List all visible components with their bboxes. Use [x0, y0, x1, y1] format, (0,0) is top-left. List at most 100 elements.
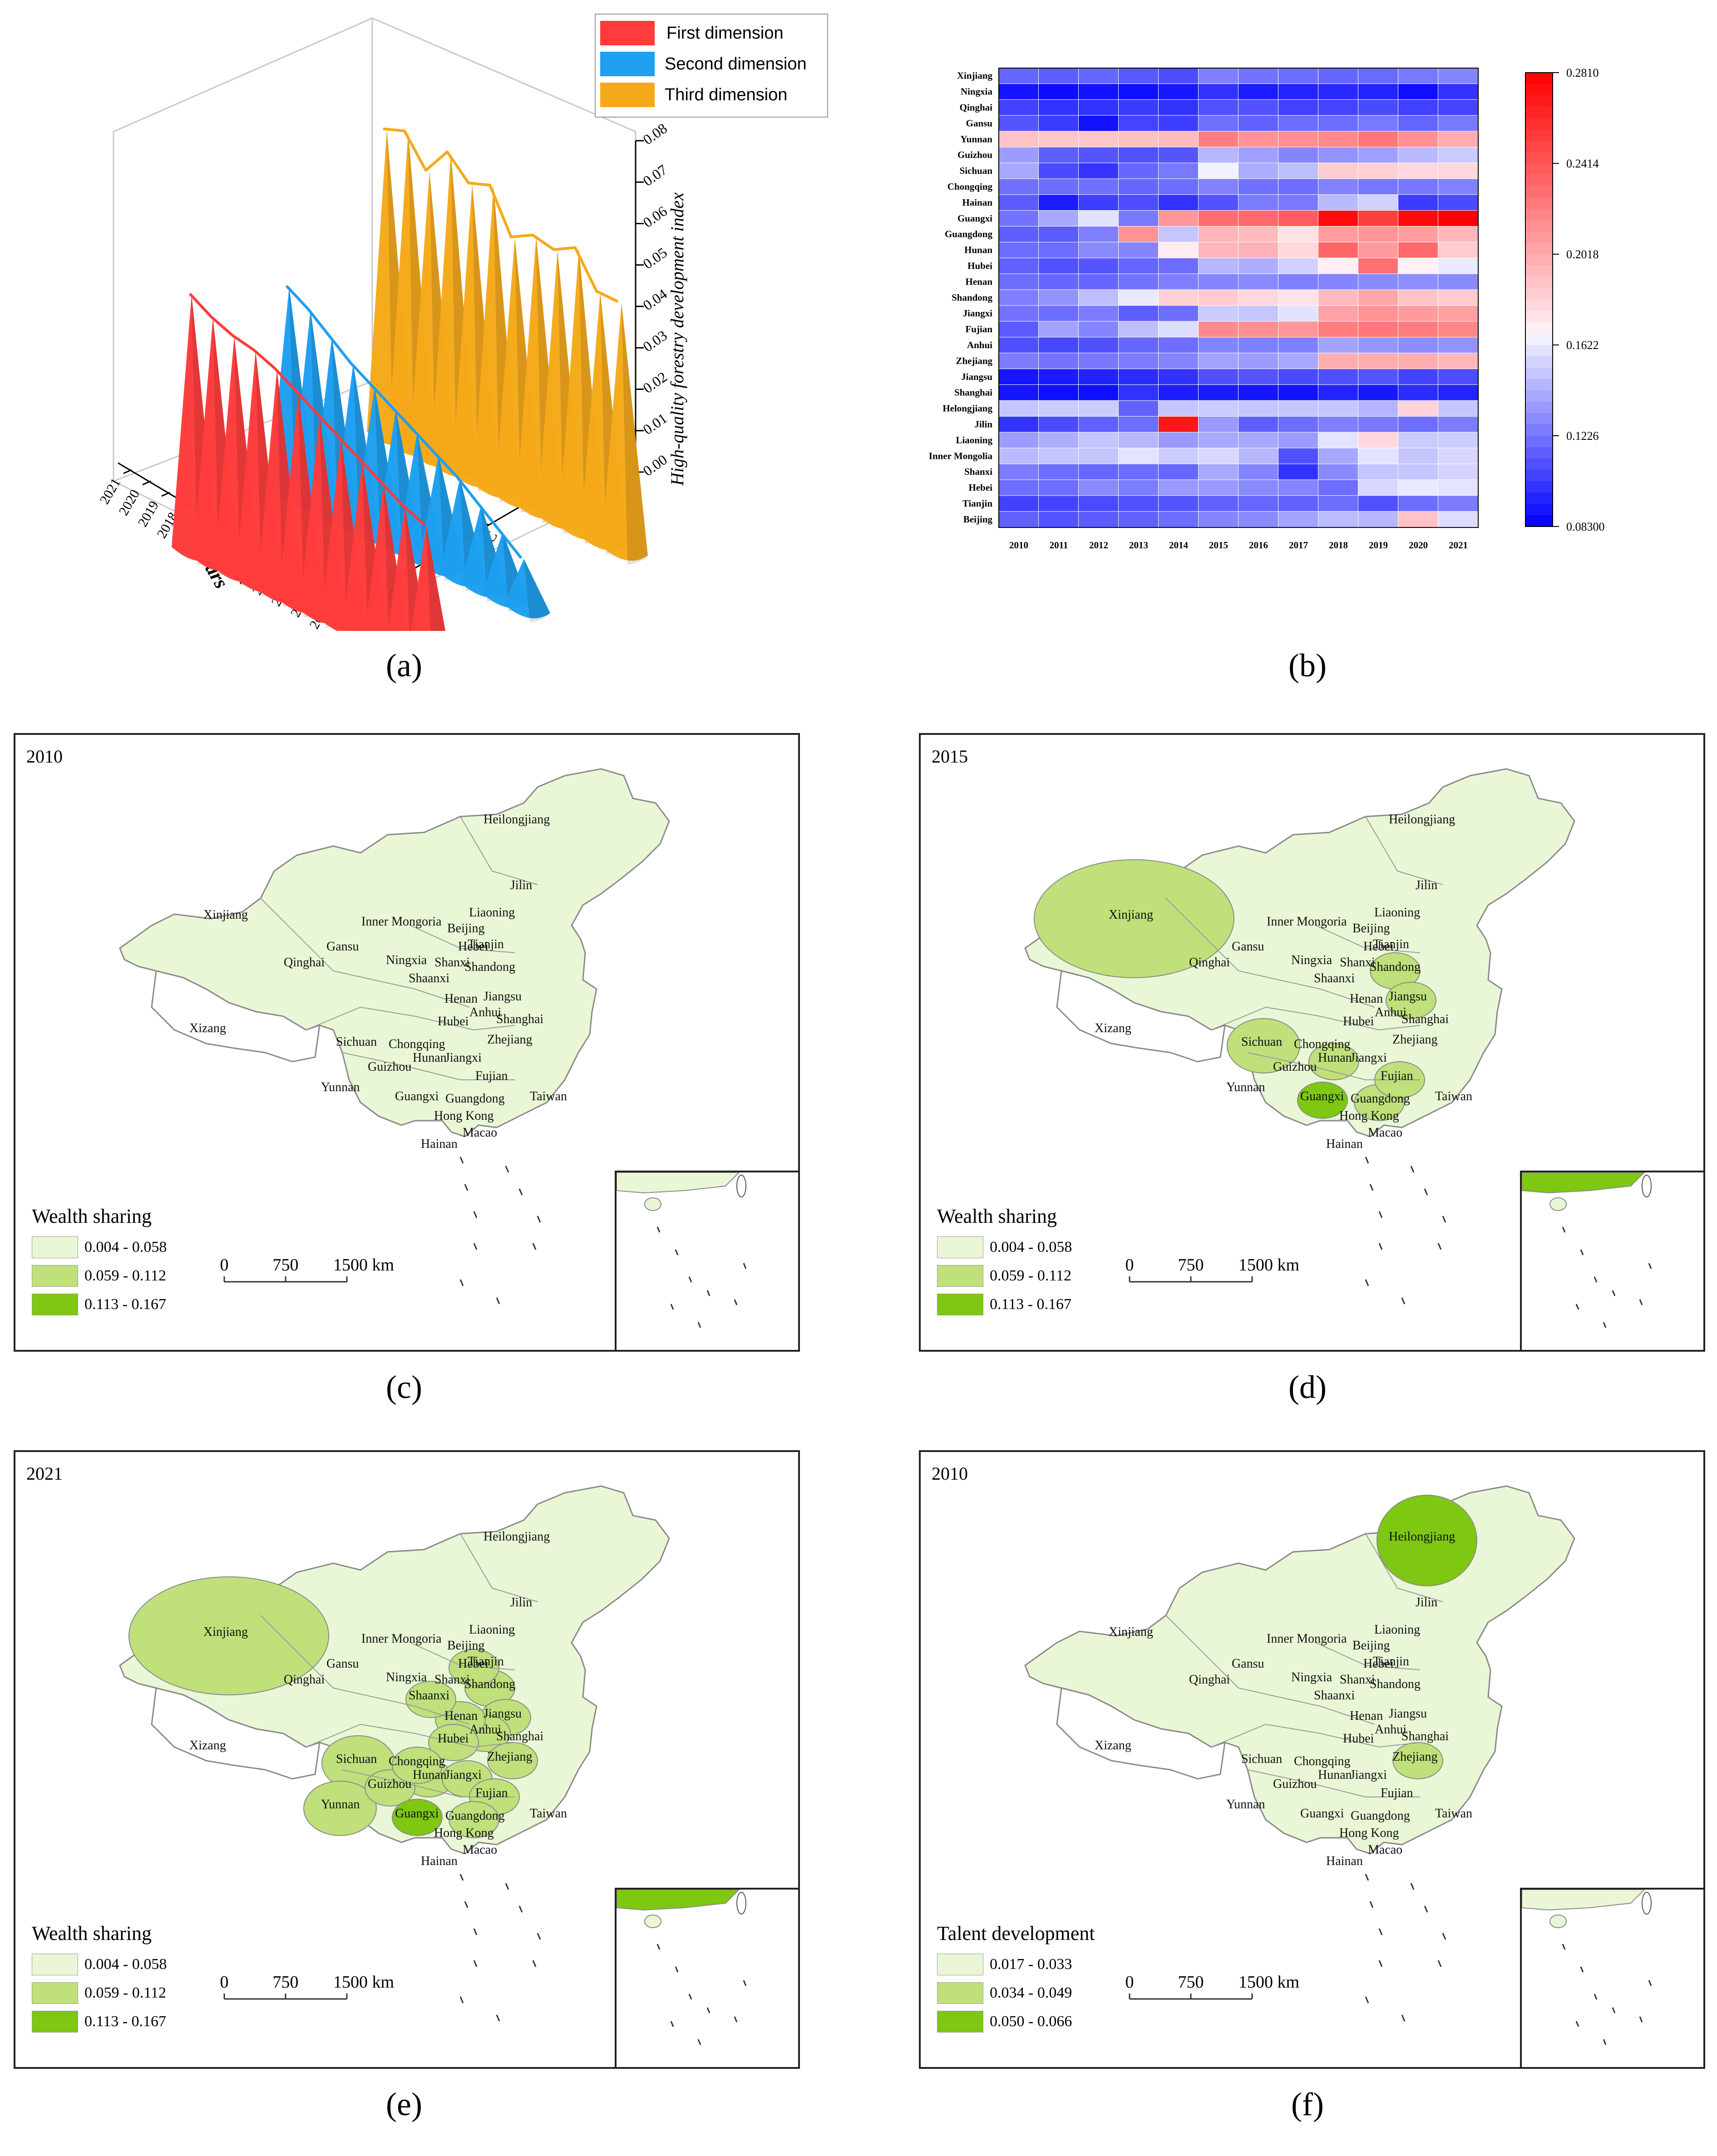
island-mark: [537, 1216, 541, 1223]
inset-island: [656, 1226, 661, 1233]
province-label: Anhui: [1375, 1005, 1406, 1019]
xizang-region: [1056, 970, 1226, 1063]
province-label: Yunnan: [321, 1797, 360, 1811]
island-mark: [464, 1901, 469, 1908]
scale-label: 0: [1125, 1255, 1134, 1275]
colorbar-band: [1525, 288, 1553, 300]
map-legend-label: 0.034 - 0.049: [990, 1984, 1072, 2001]
heatmap-col-label: 2011: [1050, 540, 1068, 551]
province-label: Sichuan: [336, 1752, 377, 1766]
heatmap-cell: [1238, 337, 1278, 353]
scale-label: 750: [1178, 1255, 1204, 1275]
island-mark: [1401, 1297, 1406, 1304]
heatmap-cell: [1159, 84, 1198, 99]
heatmap-cell: [1199, 416, 1238, 432]
inset-island: [1594, 1276, 1598, 1283]
heatmap-cell: [1358, 385, 1398, 400]
z-tick-label: 0.01: [640, 410, 670, 438]
province-boundary: [1315, 1642, 1421, 1670]
province-label: Jiangxi: [445, 1051, 482, 1065]
inset-island: [743, 1263, 747, 1269]
province-label: Guizhou: [1273, 1777, 1317, 1791]
heatmap-cell: [1238, 147, 1278, 163]
heatmap-cell: [1238, 84, 1278, 99]
spike-shade: [622, 302, 648, 565]
heatmap-cell: [1079, 115, 1118, 131]
island-mark: [1365, 1157, 1369, 1164]
heatmap-row-label: Liaoning: [956, 434, 992, 445]
heatmap-col-label: 2019: [1369, 540, 1388, 551]
heatmap-cell: [1119, 226, 1158, 242]
heatmap-cell: [1039, 115, 1078, 131]
heatmap-cell: [1438, 274, 1478, 290]
heatmap-row-label: Ningxia: [961, 86, 993, 97]
heatmap-cell: [1398, 274, 1438, 290]
colorbar-tick-label: 0.1622: [1566, 339, 1599, 352]
province-fill: [1034, 859, 1234, 978]
map-legend-title: Wealth sharing: [32, 1922, 152, 1944]
heatmap-cell: [1079, 496, 1118, 512]
island-mark: [1369, 1901, 1374, 1908]
inset-map: [1521, 1889, 1652, 2045]
heatmap-cell: [1079, 353, 1118, 369]
heatmap-cell: [999, 369, 1038, 384]
heatmap-cell: [1119, 147, 1158, 163]
heatmap-cell: [999, 385, 1038, 400]
map-legend-label: 0.050 - 0.066: [990, 2013, 1072, 2030]
island-mark: [1378, 1243, 1383, 1250]
province-label: Henan: [1350, 1709, 1383, 1723]
heatmap-cell: [1438, 147, 1478, 163]
heatmap-cell: [999, 258, 1038, 274]
island-mark: [532, 1960, 537, 1967]
province-label: Xizang: [1095, 1738, 1131, 1752]
caption-b: (b): [1288, 647, 1327, 684]
heatmap-cell: [1039, 321, 1078, 337]
province-label: Hebei: [1363, 940, 1394, 954]
province-label: Jiangsu: [1389, 1707, 1427, 1721]
colorbar-band: [1525, 129, 1553, 141]
heatmap-cell: [1358, 416, 1398, 432]
heatmap-cell: [1079, 290, 1118, 305]
island-mark: [464, 1184, 469, 1191]
province-label: Hunan: [1318, 1051, 1352, 1065]
heatmap-row-label: Gansu: [966, 118, 993, 128]
heatmap-cell: [1079, 432, 1118, 448]
heatmap-cell: [1278, 321, 1318, 337]
heatmap-cell: [1079, 242, 1118, 258]
heatmap-cell: [999, 163, 1038, 179]
heatmap-cell: [1199, 258, 1238, 274]
province-label: Ningxia: [386, 1670, 427, 1684]
map-legend-entry: 0.004 - 0.058: [937, 1236, 1072, 1258]
heatmap-row-label: Guangdong: [945, 229, 993, 240]
caption-e: (e): [386, 2086, 422, 2122]
inset-hainan: [644, 1197, 661, 1211]
heatmap-row-label: Xinjiang: [957, 70, 993, 81]
province-fill: [405, 1681, 456, 1718]
heatmap-cell: [1119, 211, 1158, 226]
scale-label: 750: [273, 1255, 299, 1275]
heatmap-cell: [1358, 480, 1398, 496]
heatmap-cell: [1438, 131, 1478, 147]
heatmap-cell: [1238, 353, 1278, 369]
heatmap-cell: [1119, 242, 1158, 258]
heatmap-row-label: Yunnan: [961, 133, 993, 144]
heatmap-cell: [1318, 353, 1358, 369]
heatmap-cell: [1238, 163, 1278, 179]
map-legend-label: 0.113 - 0.167: [84, 1296, 167, 1313]
island-mark: [1378, 1211, 1383, 1218]
province-label: Gansu: [326, 940, 359, 954]
province-label: Hong Kong: [1339, 1109, 1399, 1123]
legend-swatch: [600, 52, 655, 76]
heatmap-cell: [1438, 512, 1478, 527]
south-china-sea-inset: [1520, 1888, 1703, 2067]
heatmap-cell: [1398, 115, 1438, 131]
province-boundary: [1211, 1723, 1421, 1748]
island-mark: [1437, 1960, 1442, 1967]
heatmap-cell: [1079, 195, 1118, 211]
heatmap-cell: [999, 464, 1038, 480]
scale-label: 750: [273, 1973, 299, 1992]
heatmap-row-label: Hebei: [969, 482, 993, 493]
province-boundary: [460, 1533, 538, 1602]
heatmap-row-label: Hunan: [964, 245, 992, 256]
province-boundary: [342, 1052, 515, 1080]
